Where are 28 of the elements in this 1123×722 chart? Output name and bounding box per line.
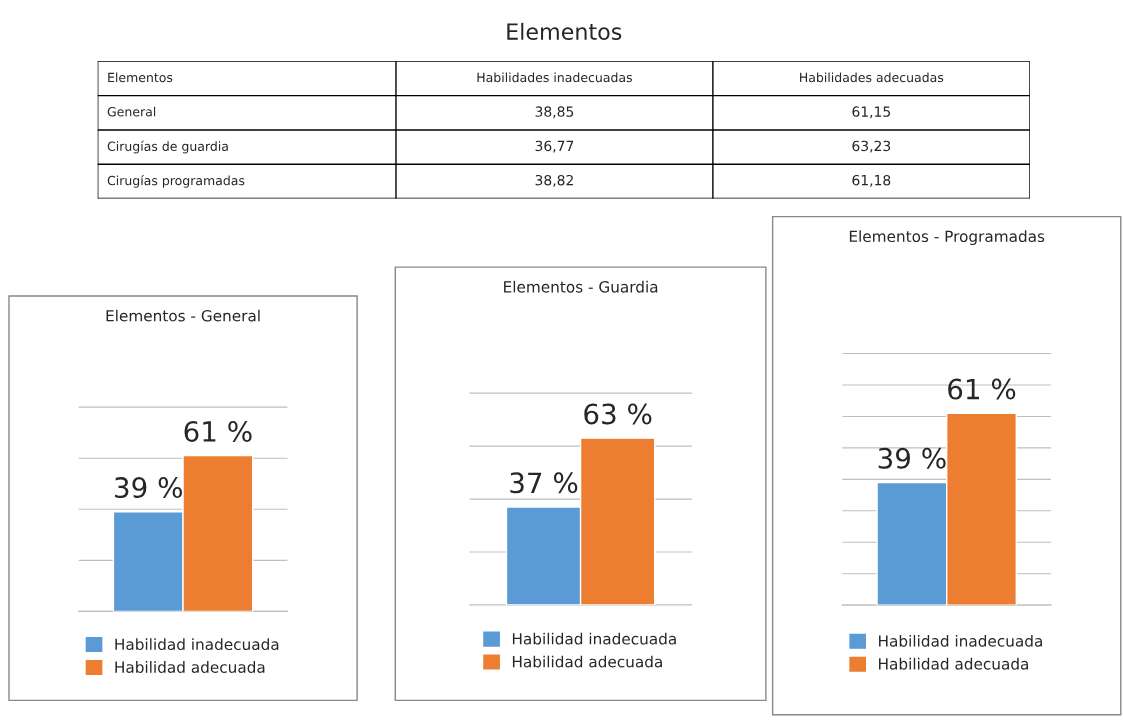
legend-label: Habilidad inadecuada [879,634,1042,647]
legend-label: Habilidad adecuada [512,655,662,668]
category-label: Habilidades inadecuadas [477,72,632,83]
text: Cirugías programadas [107,175,245,188]
data-label: 39 % [878,447,946,469]
data-label: 61 % [184,420,252,442]
text: 38,85 [535,106,574,119]
legend-label: Habilidad adecuada [879,657,1029,670]
data-label: 39 % [115,477,182,499]
text: 63,23 [852,140,891,153]
text: General [107,106,156,117]
data-label: 63 % [584,403,652,425]
legend-label: Habilidad inadecuada [115,638,279,651]
category-label: Habilidades adecuadas [800,72,944,83]
legend-label: Habilidad adecuada [115,661,265,673]
text: 61,15 [852,106,890,119]
text: 38,82 [535,174,573,187]
text: Elementos [507,22,622,41]
text: 36,77 [535,140,574,153]
chart-title: Elementos - General [106,309,260,322]
data-label: 37 % [510,472,578,494]
chart-title: Elementos - Guardia [504,280,658,293]
legend-label: Habilidad inadecuada [512,632,676,645]
text: Cirugías de guardia [107,140,228,154]
chart-title: Elementos - Programadas [849,230,1045,246]
data-label: 61 % [948,378,1016,400]
category-label: Elementos [108,72,173,83]
text: 61,18 [852,174,891,187]
